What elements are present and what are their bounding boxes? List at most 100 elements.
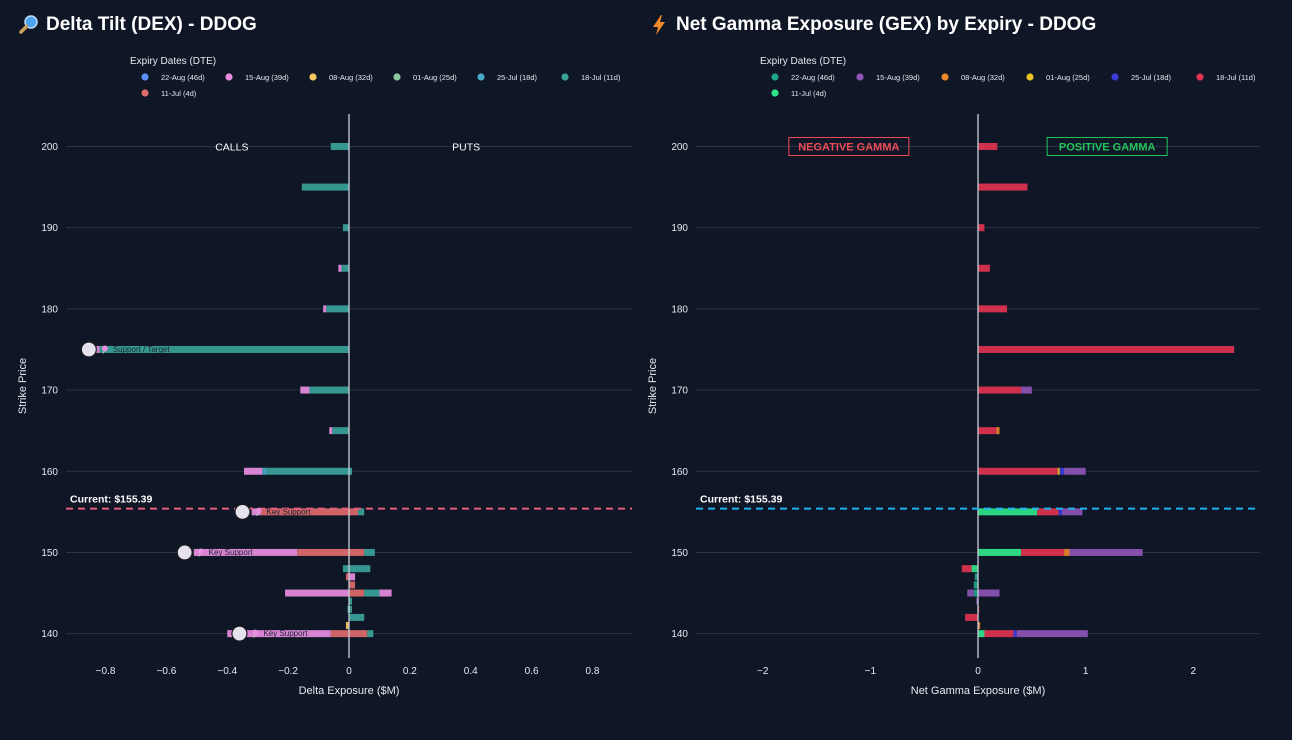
gex-bar-141 [978, 622, 981, 630]
gex-bar-190 [978, 224, 985, 232]
positive-gamma-label-box [1046, 136, 1168, 156]
negative-gamma-label-box [788, 136, 910, 156]
dex-legend-item: 08-Aug (32d) [309, 73, 373, 82]
annotation-marker [176, 544, 193, 561]
dex-y-tick-label: 200 [41, 142, 58, 153]
dex-annotation: Support / Target [80, 341, 171, 358]
gex-y-tick-label: 170 [671, 386, 688, 397]
gex-bar-145 [967, 589, 1000, 597]
puts-label: PUTS [452, 141, 480, 153]
dex-bar-segment [349, 573, 356, 581]
dex-bar-segment [349, 548, 365, 556]
gex-legend-swatch [1111, 73, 1119, 81]
gex-bar-segment [1058, 508, 1062, 516]
magnifier-icon [19, 15, 38, 34]
dex-bar-segment [332, 427, 349, 435]
dex-x-axis-title: Delta Exposure ($M) [299, 685, 400, 697]
dex-bar-segment [297, 548, 349, 556]
dex-bar-segment [323, 305, 327, 313]
dex-legend-item: 18-Jul (11d) [561, 73, 621, 82]
dex-y-tick-label: 140 [41, 629, 58, 640]
pin-needle [198, 553, 202, 557]
pin-icon [101, 345, 108, 354]
dex-annotation: Key Support [231, 625, 308, 642]
gex-title-text: Net Gamma Exposure (GEX) by Expiry - DDO… [676, 14, 1097, 35]
dex-legend-item: 11-Jul (4d) [141, 89, 197, 98]
annotation-label: Key Support [266, 507, 311, 516]
gex-x-tick-label: 0 [975, 666, 981, 677]
gex-y-tick-label: 200 [671, 142, 688, 153]
pin-needle [102, 350, 106, 354]
dex-legend-item: 01-Aug (25d) [393, 73, 457, 82]
pin-icon [255, 507, 262, 517]
pin-icon [197, 548, 204, 557]
gex-bar-segment [978, 427, 997, 435]
dex-bar-segment [349, 565, 371, 573]
pin-head [255, 507, 262, 514]
gex-bar-segment [996, 427, 1000, 435]
gex-bar-150 [978, 548, 1143, 556]
dex-bar-segment [326, 305, 349, 313]
dex-y-tick-label: 160 [41, 467, 58, 478]
pin-head [197, 548, 204, 555]
dex-legend-label: 18-Jul (11d) [581, 73, 621, 82]
gex-y-tick-label: 150 [671, 548, 688, 559]
gex-chart: Expiry Dates (DTE) 22-Aug (46d) 15-Aug (39… [647, 56, 1260, 697]
dex-legend-item: 15-Aug (39d) [225, 73, 289, 82]
dex-bar-144 [349, 597, 353, 605]
dex-legend-label: 15-Aug (39d) [245, 73, 289, 82]
gex-legend-item: 08-Aug (32d) [941, 73, 1005, 82]
gex-y-tick-label: 180 [671, 304, 688, 315]
dex-bar-segment [349, 613, 365, 621]
dex-y-tick-label: 170 [41, 386, 58, 397]
gex-bar-segment [978, 224, 985, 232]
gex-bar-170 [978, 386, 1032, 394]
gex-legend-swatch [941, 73, 949, 81]
gex-bar-160 [978, 467, 1086, 475]
gex-bar-segment [1013, 630, 1017, 638]
annotation-label: Key Support [263, 629, 308, 638]
dex-bar-145 [285, 589, 392, 597]
dex-bar-segment [285, 589, 349, 597]
gex-bar-segment [984, 630, 1014, 638]
gex-y-tick-label: 160 [671, 467, 688, 478]
dex-x-tick-label: 0.6 [525, 666, 539, 677]
gex-bar-segment [967, 589, 974, 597]
gex-legend-swatch [1026, 73, 1034, 81]
gex-bar-segment [1059, 467, 1065, 475]
gex-bar-segment [978, 142, 998, 150]
dex-current-price-label: Current: $155.39 [70, 494, 152, 506]
gex-x-tick-label: −1 [865, 666, 877, 677]
dex-bar-segment [262, 467, 267, 475]
dex-y-tick-label: 180 [41, 304, 58, 315]
dex-bar-165 [329, 427, 349, 435]
annotation-marker [80, 341, 97, 358]
gex-bar-segment [978, 386, 1022, 394]
dex-bar-segment [364, 548, 375, 556]
dex-bar-180 [323, 305, 349, 313]
dex-bar-segment [96, 345, 100, 353]
dex-bar-segment [379, 589, 392, 597]
gex-bar-148 [961, 565, 978, 573]
annotation-label: Support / Target [113, 345, 171, 354]
pin-needle [256, 512, 259, 517]
dex-chart: Expiry Dates (DTE) 22-Aug (46d) 15-Aug (39… [17, 56, 632, 697]
dex-annotation: Key Support [176, 544, 253, 561]
gex-legend-swatch [1196, 73, 1204, 81]
pin-icon [252, 629, 259, 638]
gex-x-axis-title: Net Gamma Exposure ($M) [911, 685, 1045, 697]
dex-bar-segment [349, 581, 356, 589]
dex-x-tick-label: 0 [346, 666, 352, 677]
dex-bar-segment [345, 622, 349, 630]
dex-bar-segment [260, 508, 349, 516]
gex-bar-segment [978, 508, 1038, 516]
dex-bar-195 [301, 183, 349, 191]
gex-bar-segment [978, 622, 981, 630]
gex-legend-item: 22-Aug (46d) [771, 73, 835, 82]
dex-x-tick-label: −0.2 [278, 666, 298, 677]
dex-bar-150 [193, 548, 375, 556]
dex-legend-swatch [393, 73, 401, 81]
dex-legend-item: 25-Jul (18d) [477, 73, 538, 82]
gex-bar-segment [1069, 548, 1143, 556]
gex-bar-segment [978, 467, 1058, 475]
